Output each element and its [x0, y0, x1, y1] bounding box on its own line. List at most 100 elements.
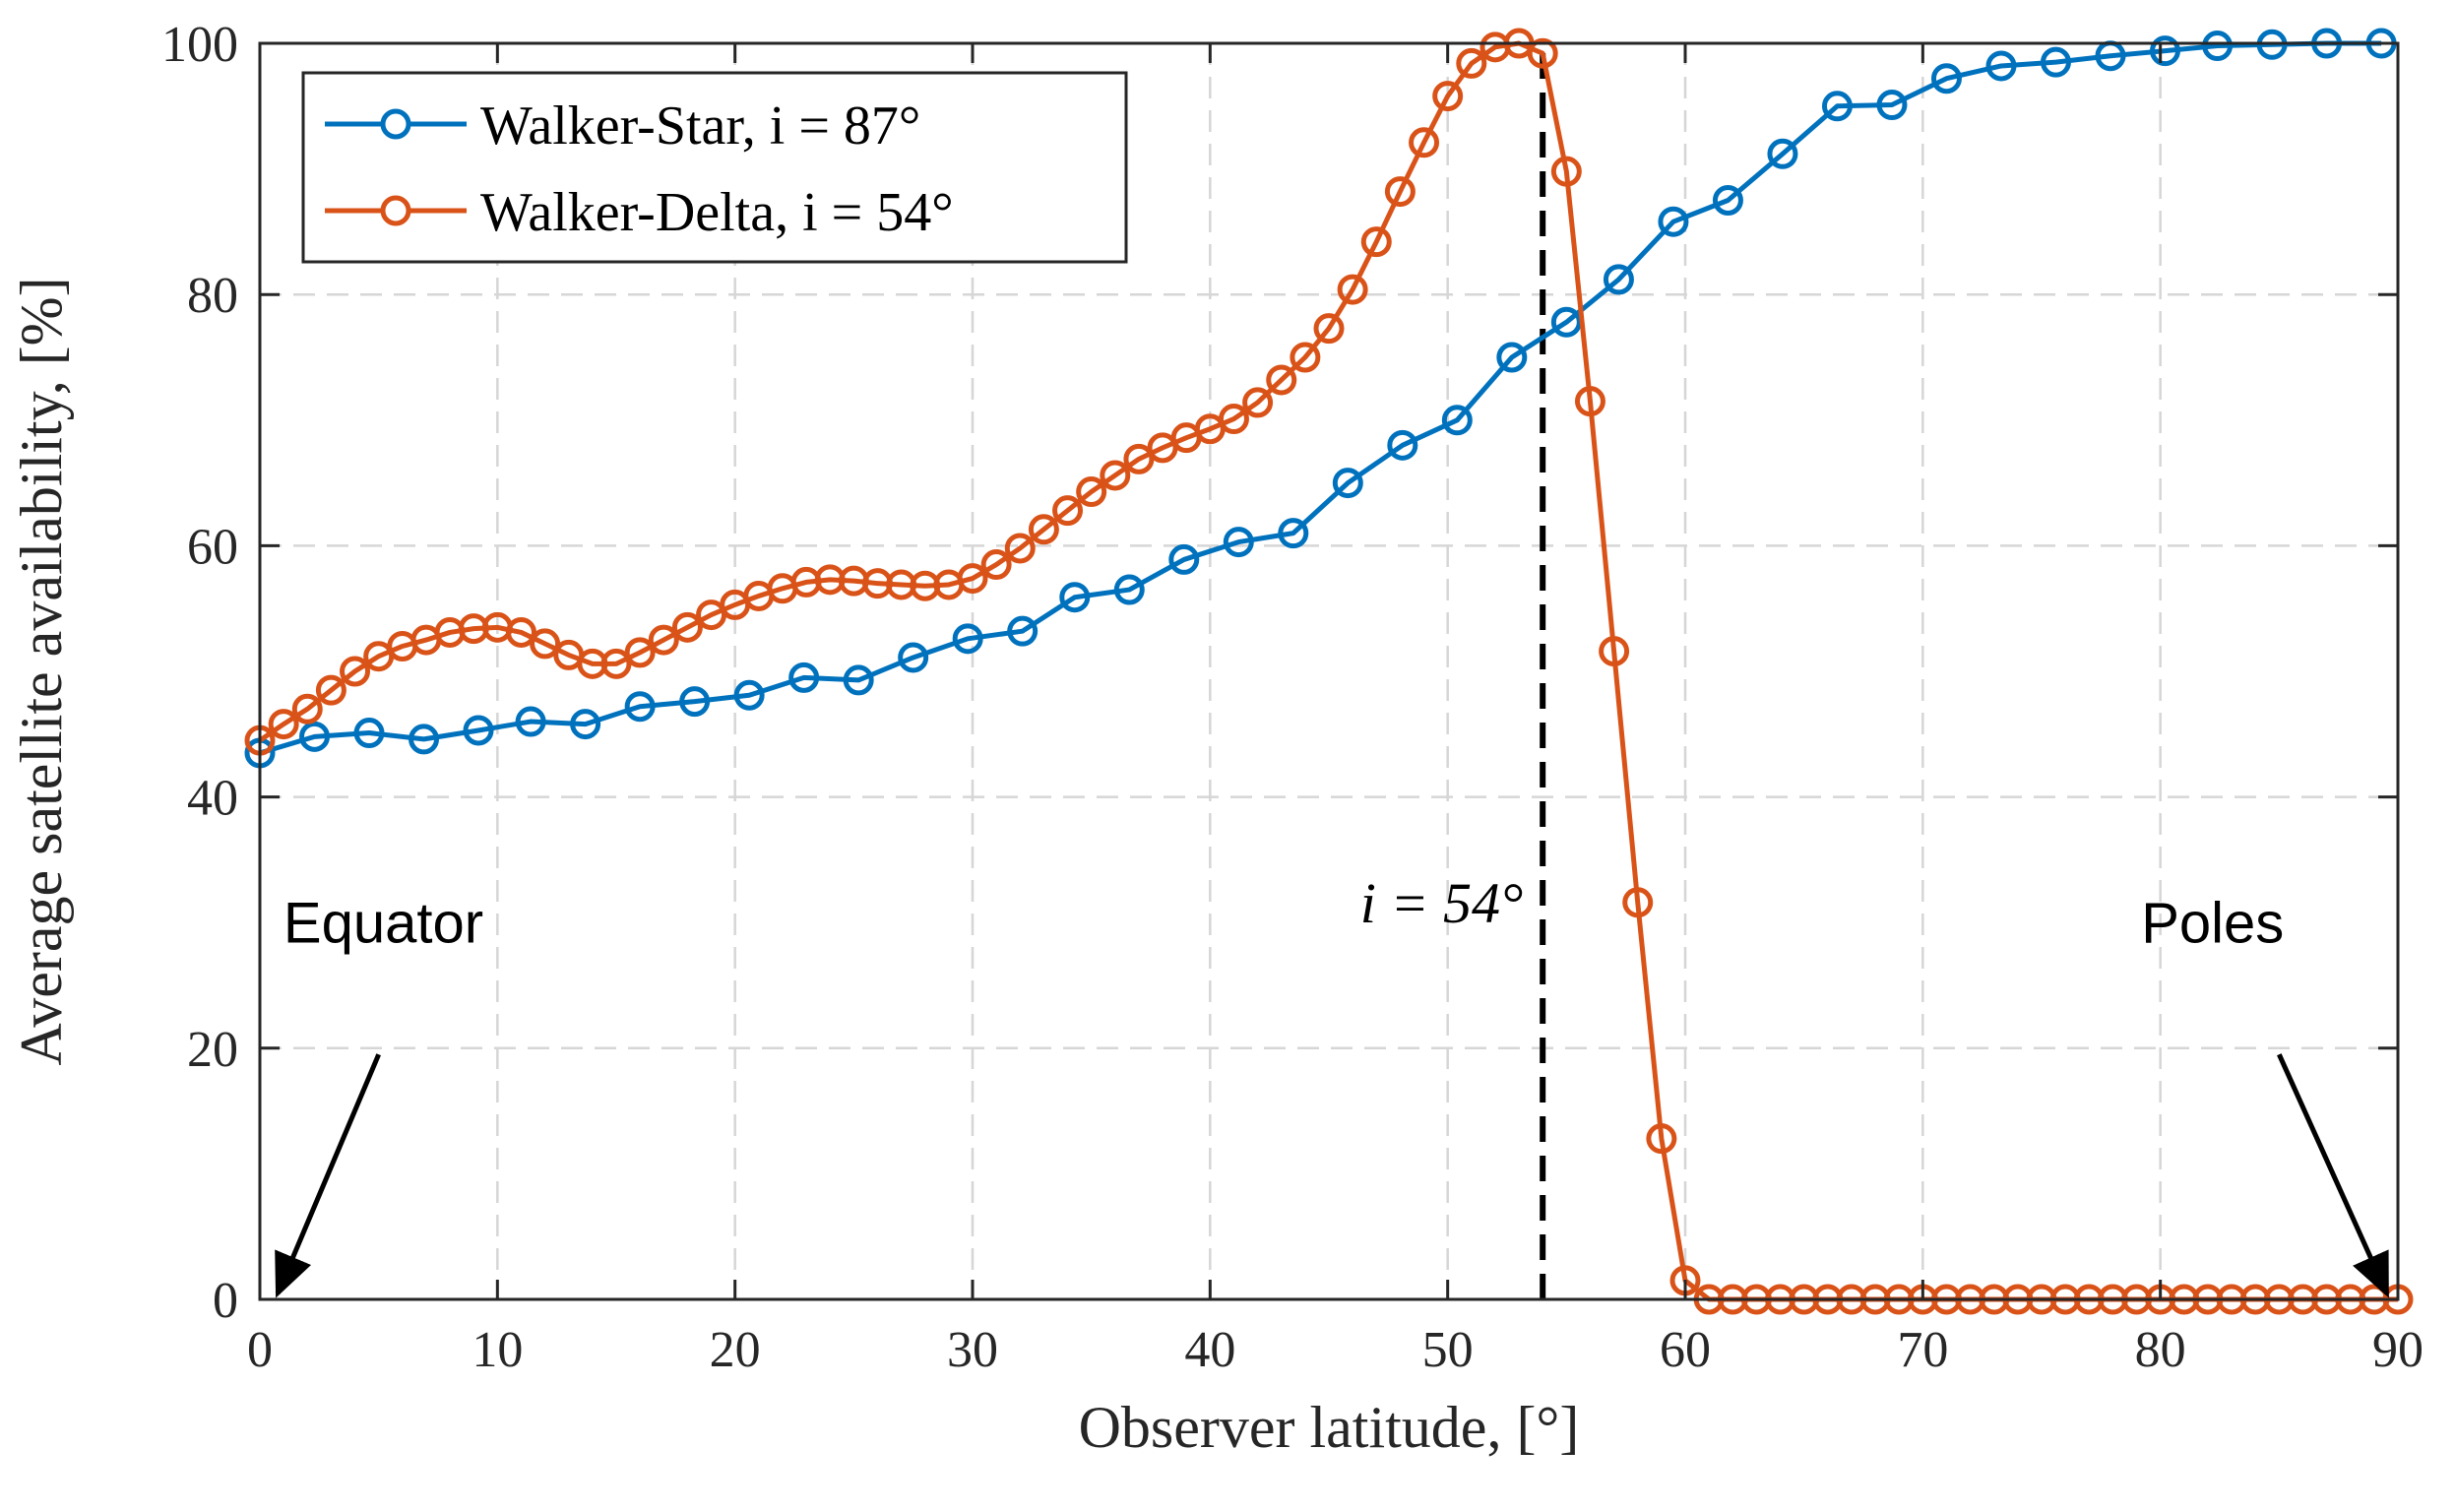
- data-point: [1876, 90, 1908, 121]
- data-point: [1432, 81, 1464, 112]
- y-tick-label: 20: [187, 1022, 238, 1078]
- data-point: [671, 611, 703, 643]
- data-point: [1646, 1123, 1677, 1155]
- y-tick-label: 80: [187, 268, 238, 324]
- annotation-label: Equator: [283, 892, 483, 956]
- data-point: [515, 706, 546, 737]
- data-point: [268, 709, 299, 740]
- data-point: [340, 656, 371, 687]
- data-point: [1767, 138, 1798, 169]
- data-point: [1266, 364, 1297, 396]
- legend-entry: Walker-Star, i = 87°: [325, 95, 920, 157]
- data-point: [1441, 405, 1473, 436]
- data-point: [530, 628, 561, 660]
- series-2: [244, 28, 2414, 1315]
- data-point: [505, 616, 536, 648]
- x-axis-label: Observer latitude, [°]: [1079, 1395, 1580, 1460]
- x-tick-label: 50: [1422, 1322, 1474, 1378]
- data-point: [624, 691, 656, 723]
- data-point: [1360, 226, 1392, 258]
- data-point: [1028, 514, 1059, 545]
- data-point: [980, 549, 1012, 581]
- data-point: [2095, 40, 2126, 72]
- data-point: [1821, 91, 1853, 122]
- y-tick-label: 60: [187, 519, 238, 575]
- data-point: [570, 709, 601, 740]
- data-point: [843, 664, 874, 696]
- data-point: [1387, 429, 1418, 461]
- data-point: [1527, 37, 1558, 69]
- series-line: [259, 40, 2382, 756]
- plot-frame: [258, 41, 2400, 1301]
- data-point: [1712, 185, 1743, 216]
- data-point: [2040, 46, 2071, 78]
- x-tick-label: 0: [247, 1322, 273, 1378]
- legend-marker: [380, 195, 411, 226]
- legend-label: Walker-Delta, i = 54°: [480, 182, 954, 243]
- data-point: [1007, 615, 1039, 647]
- data-point: [1218, 404, 1249, 435]
- data-point: [1599, 636, 1630, 667]
- annotation-arrow: [275, 1053, 381, 1298]
- reference-line-label: i = 54°: [1360, 871, 1523, 935]
- data-point: [1384, 176, 1416, 208]
- data-point: [1052, 495, 1084, 527]
- axis-tick-labels: 0 10 20 30 40 50 60 70 80 90 0 20 40 60 80 100: [161, 17, 2424, 1378]
- data-point: [733, 679, 765, 711]
- data-point: [957, 563, 988, 595]
- data-point: [624, 637, 656, 668]
- x-tick-label: 40: [1184, 1322, 1235, 1378]
- data-point: [1332, 468, 1363, 499]
- y-axis-label: Average satellite availability, [%]: [9, 277, 74, 1065]
- data-point: [2149, 35, 2180, 67]
- legend-marker: [380, 108, 411, 140]
- data-point: [1123, 443, 1155, 474]
- data-point: [600, 648, 632, 679]
- data-point: [679, 686, 711, 718]
- x-tick-label: 70: [1897, 1322, 1948, 1378]
- data-point: [353, 718, 385, 749]
- grid: [260, 43, 2398, 1299]
- reference-line-group: i = 54°: [1360, 53, 1546, 1299]
- x-tick-label: 60: [1660, 1322, 1711, 1378]
- data-point: [1313, 313, 1345, 345]
- data-point: [1550, 156, 1582, 187]
- data-point: [1456, 47, 1487, 79]
- data-point: [315, 674, 346, 706]
- y-tick-label: 100: [161, 17, 238, 73]
- y-tick-label: 40: [187, 771, 238, 827]
- axis-ticks: [258, 41, 2400, 1301]
- data-point: [1076, 476, 1107, 508]
- data-point: [1622, 887, 1654, 918]
- legend-entry: Walker-Delta, i = 54°: [325, 182, 954, 243]
- data-point: [1113, 574, 1145, 605]
- legend: Walker-Star, i = 87° Walker-Delta, i = 54…: [301, 71, 1128, 264]
- annotations: Equator Poles: [275, 892, 2390, 1298]
- data-point: [1985, 50, 2017, 82]
- legend-box: [301, 71, 1128, 264]
- data-point: [1242, 387, 1274, 418]
- data-point: [1168, 543, 1200, 575]
- data-point: [1059, 582, 1091, 613]
- data-point: [1479, 32, 1511, 63]
- data-point: [1290, 342, 1321, 373]
- data-point: [788, 662, 820, 693]
- data-point: [1930, 63, 1962, 94]
- data-point: [481, 611, 513, 643]
- data-point: [2202, 31, 2234, 62]
- x-tick-label: 30: [947, 1322, 998, 1378]
- data-point: [1550, 306, 1582, 338]
- annotation-arrow: [2277, 1053, 2390, 1298]
- data-point: [1278, 518, 1309, 549]
- data-point: [1004, 533, 1036, 564]
- data-point: [1658, 206, 1689, 237]
- data-point: [1337, 274, 1368, 305]
- data-point: [1496, 342, 1528, 373]
- data-point: [898, 642, 929, 673]
- x-tick-label: 20: [710, 1322, 761, 1378]
- x-tick-label: 80: [2135, 1322, 2186, 1378]
- data-point: [648, 624, 679, 656]
- data-point: [1409, 127, 1440, 158]
- data-point: [463, 715, 494, 746]
